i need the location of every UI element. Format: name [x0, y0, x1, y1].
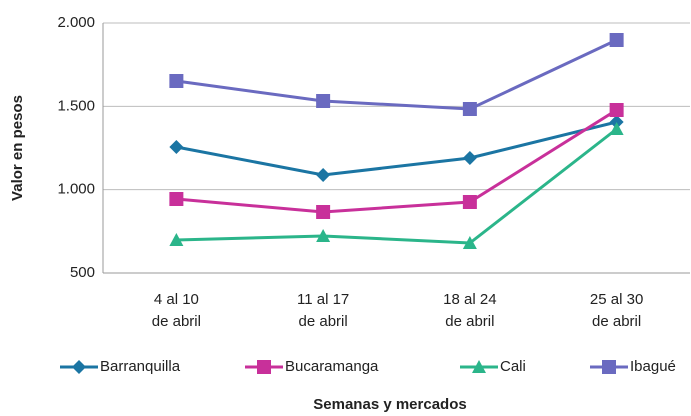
x-tick-label: 11 al 17 de abril	[297, 291, 349, 330]
marker	[169, 74, 184, 88]
marker	[316, 205, 331, 219]
marker	[609, 103, 624, 117]
x-tick-label-line: 11 al 17	[297, 291, 349, 308]
x-tick-label-line: de abril	[445, 313, 494, 330]
x-tick-label-line: 25 al 30	[590, 291, 643, 308]
y-tick-label: 500	[70, 264, 95, 281]
marker	[316, 229, 331, 242]
y-tick-label: 1.500	[57, 97, 95, 114]
series-line	[176, 127, 618, 245]
marker	[609, 122, 624, 135]
x-tick-label: 4 al 10 de abril	[152, 291, 201, 330]
legend-label: Cali	[500, 358, 526, 375]
y-tick-label: 1.000	[57, 181, 95, 198]
y-axis-label: Valor en pesos	[9, 95, 26, 201]
x-tick-label-line: de abril	[592, 313, 641, 330]
marker	[316, 94, 331, 108]
marker	[462, 236, 477, 249]
x-tick-label: 25 al 30 de abril	[590, 291, 643, 330]
series-line	[176, 38, 618, 111]
marker	[462, 151, 477, 165]
x-tick-label-line: 4 al 10	[154, 291, 199, 308]
marker	[609, 33, 624, 47]
legend-marker	[602, 360, 616, 374]
marker	[316, 168, 331, 182]
legend-label: Ibagué	[630, 358, 676, 375]
legend-label: Bucaramanga	[285, 358, 379, 375]
x-tick-label-line: de abril	[152, 313, 201, 330]
marker	[462, 102, 477, 116]
marker	[169, 192, 184, 206]
x-tick-label-line: de abril	[299, 313, 348, 330]
legend-marker	[257, 360, 271, 374]
legend-marker	[472, 360, 486, 373]
legend-marker	[72, 360, 86, 374]
series-line	[176, 120, 617, 177]
legend-label: Barranquilla	[100, 358, 181, 375]
series-line	[176, 108, 618, 214]
x-tick-label-line: 18 al 24	[443, 291, 496, 308]
y-tick-label: 2.000	[57, 14, 95, 31]
x-tick-label: 18 al 24 de abril	[443, 291, 496, 330]
x-axis-label: Semanas y mercados	[313, 396, 466, 413]
marker	[169, 140, 184, 154]
marker	[462, 195, 477, 209]
marker	[169, 233, 184, 246]
